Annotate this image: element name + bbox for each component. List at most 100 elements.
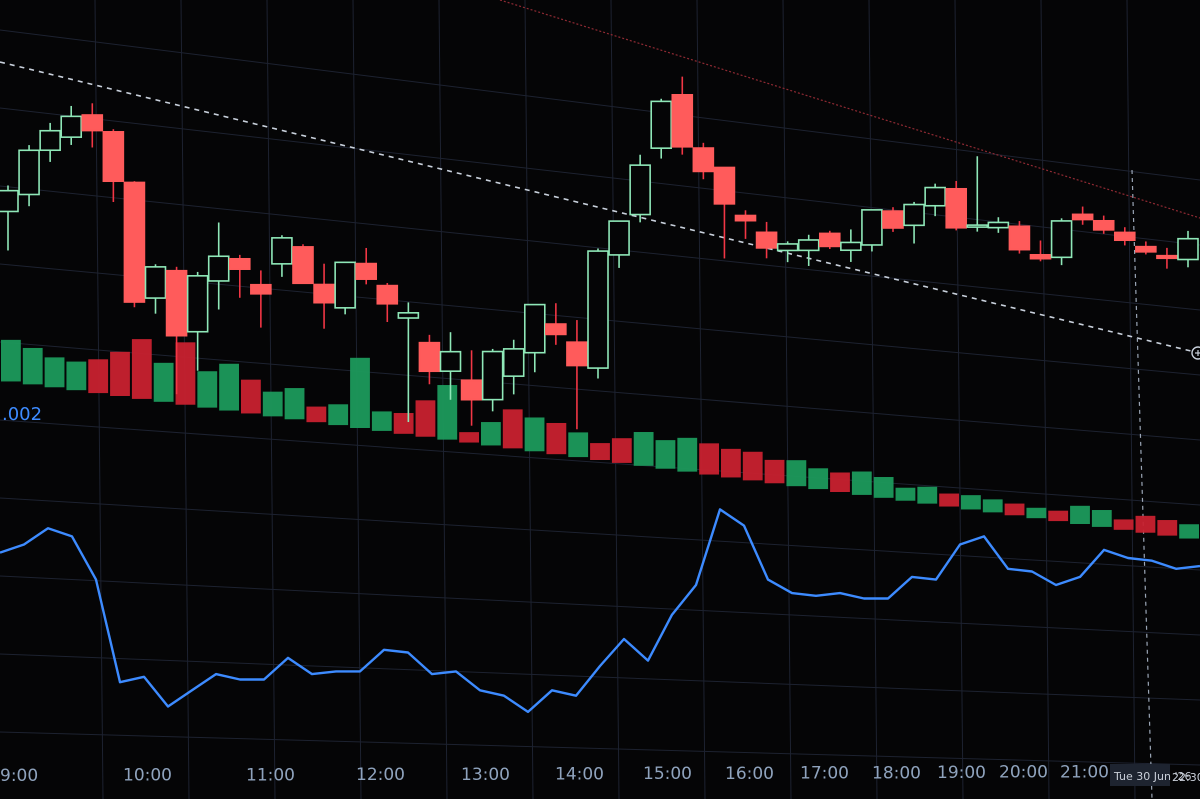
bear-candle[interactable] [1008,225,1031,251]
bull-candle[interactable] [776,243,799,252]
bull-candle[interactable] [629,164,651,216]
bear-candle[interactable] [818,232,841,248]
volume-bar-up [1070,505,1090,524]
bull-candle[interactable] [966,224,989,228]
volume-bar-down [88,359,109,394]
bull-candle[interactable] [144,266,167,299]
volume-bar-up [851,471,872,495]
bear-candle[interactable] [755,231,778,249]
bear-candle[interactable] [1071,213,1094,221]
bear-candle[interactable] [81,114,104,132]
bull-candle[interactable] [502,348,525,377]
x-tick-label: 16:00 [725,764,774,784]
bull-candle[interactable] [1177,237,1199,261]
grid-h-line [0,341,1200,441]
bear-candle[interactable] [292,246,314,285]
bear-candle[interactable] [1092,219,1115,231]
volume-bar-down [611,438,632,463]
bear-candle[interactable] [566,341,588,367]
bull-candle[interactable] [608,220,630,256]
bull-candle[interactable] [439,350,462,372]
x-tick-label: 21:00 [1060,762,1109,782]
bear-candle[interactable] [418,341,441,373]
volume-bar-up [1091,510,1112,527]
bear-candle[interactable] [945,187,968,229]
volume-bar-up [1026,507,1047,519]
bull-candle[interactable] [481,350,504,401]
bull-candle[interactable] [587,250,609,369]
bear-candle[interactable] [713,166,736,205]
bull-candle[interactable] [186,275,209,333]
bull-candle[interactable] [397,312,420,319]
crosshair-target-icon[interactable] [1191,346,1200,360]
volume-bar-up [328,404,349,426]
bear-candle[interactable] [1113,231,1136,242]
crosshair-date-label: Tue 30 Jun '26 [1110,764,1191,786]
bull-candle[interactable] [39,129,61,152]
bull-candle[interactable] [523,303,546,354]
bear-candle[interactable] [545,323,567,336]
bear-candle[interactable] [313,283,335,304]
bear-candle[interactable] [123,181,146,303]
bear-candle[interactable] [165,269,188,337]
bear-candle[interactable] [355,262,378,280]
grid-v-line [610,0,620,799]
x-tick-label: 11:00 [246,765,295,785]
volume-bar-up [219,363,239,411]
grid-v-line [524,0,534,799]
volume-bar-up [262,391,283,417]
bull-candle[interactable] [334,261,356,309]
bear-candle[interactable] [228,257,251,270]
volume-bar-up [22,347,43,385]
bear-candle[interactable] [734,214,757,222]
x-tick-label: 19:00 [937,763,986,783]
bull-candle[interactable] [207,255,230,282]
bull-candle[interactable] [1050,220,1073,259]
bull-candle[interactable] [840,241,862,252]
grid-h-line [0,419,1200,506]
bear-candle[interactable] [460,379,483,401]
bull-candle[interactable] [987,221,1010,229]
bull-candle[interactable] [271,237,293,265]
bear-candle[interactable] [692,147,715,173]
volume-bar-down [590,443,610,460]
volume-bar-down [110,351,130,396]
grid-h-line [0,575,1200,636]
volume-bar-up [284,388,305,420]
bear-candle[interactable] [882,210,904,229]
bear-candle[interactable] [1135,245,1157,253]
bull-candle[interactable] [924,186,946,207]
volume-bar-up [350,357,370,428]
bear-candle[interactable] [250,283,272,295]
volume-bar-up [895,487,916,501]
volume-bar-down [1157,520,1178,536]
bull-candle[interactable] [903,203,925,227]
red-trendline[interactable] [499,0,1200,219]
bull-candle[interactable] [60,115,83,138]
volume-bar-down [699,443,719,475]
indicator-line[interactable] [0,508,1200,714]
x-tick-label: 9:00 [0,766,38,786]
bull-candle[interactable] [797,239,820,252]
bear-candle[interactable] [1029,253,1052,260]
bull-candle[interactable] [650,100,673,149]
indicator-value-label: .002 [2,404,42,425]
bear-candle[interactable] [102,131,125,183]
bull-candle[interactable] [18,149,40,196]
indicator-pane: .002 [0,404,1200,714]
volume-bar-up [197,371,218,408]
volume-bar-up [1179,524,1199,539]
volume-bar-down [459,432,479,443]
dashed-trendline[interactable] [0,61,1196,353]
bear-candle[interactable] [1156,254,1178,260]
volume-bar-up [917,486,938,504]
volume-bar-down [131,339,152,399]
bull-candle[interactable] [0,189,19,213]
bear-candle[interactable] [376,284,399,305]
bear-candle[interactable] [671,94,694,148]
volume-bar-down [1048,510,1069,522]
bull-candle[interactable] [861,209,883,246]
